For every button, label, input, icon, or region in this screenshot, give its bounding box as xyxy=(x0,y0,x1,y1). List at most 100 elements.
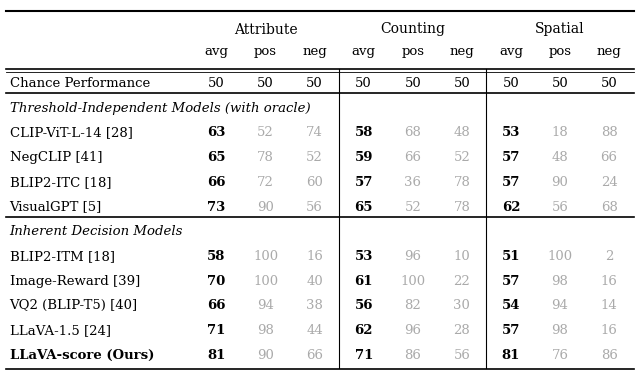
Text: CLIP-ViT-L-14 [28]: CLIP-ViT-L-14 [28] xyxy=(10,126,132,140)
Text: 10: 10 xyxy=(454,250,470,263)
Text: 56: 56 xyxy=(552,201,568,213)
Text: 98: 98 xyxy=(552,274,568,288)
Text: LLaVA-1.5 [24]: LLaVA-1.5 [24] xyxy=(10,324,111,337)
Text: 24: 24 xyxy=(601,176,618,189)
Text: 71: 71 xyxy=(207,324,226,337)
Text: 52: 52 xyxy=(257,126,274,140)
Text: 50: 50 xyxy=(404,77,421,90)
Text: avg: avg xyxy=(499,45,523,58)
Text: 2: 2 xyxy=(605,250,613,263)
Text: 53: 53 xyxy=(355,250,373,263)
Text: 90: 90 xyxy=(257,349,274,361)
Text: 66: 66 xyxy=(404,151,421,164)
Text: 100: 100 xyxy=(400,274,426,288)
Text: Spatial: Spatial xyxy=(535,22,585,36)
Text: BLIP2-ITM [18]: BLIP2-ITM [18] xyxy=(10,250,115,263)
Text: 57: 57 xyxy=(355,176,373,189)
Text: 73: 73 xyxy=(207,201,226,213)
Text: 88: 88 xyxy=(601,126,618,140)
Text: 76: 76 xyxy=(552,349,568,361)
Text: neg: neg xyxy=(302,45,327,58)
Text: 94: 94 xyxy=(552,299,568,312)
Text: 16: 16 xyxy=(600,324,618,337)
Text: 98: 98 xyxy=(552,324,568,337)
Text: 90: 90 xyxy=(552,176,568,189)
Text: avg: avg xyxy=(352,45,376,58)
Text: 59: 59 xyxy=(355,151,373,164)
Text: 66: 66 xyxy=(207,299,226,312)
Text: 28: 28 xyxy=(454,324,470,337)
Text: 30: 30 xyxy=(453,299,470,312)
Text: 86: 86 xyxy=(404,349,421,361)
Text: 50: 50 xyxy=(502,77,519,90)
Text: 98: 98 xyxy=(257,324,274,337)
Text: 50: 50 xyxy=(601,77,618,90)
Text: 66: 66 xyxy=(600,151,618,164)
Text: Threshold-Independent Models (with oracle): Threshold-Independent Models (with oracl… xyxy=(10,102,310,115)
Text: 74: 74 xyxy=(306,126,323,140)
Text: 61: 61 xyxy=(355,274,373,288)
Text: pos: pos xyxy=(254,45,277,58)
Text: 68: 68 xyxy=(404,126,421,140)
Text: neg: neg xyxy=(596,45,621,58)
Text: 51: 51 xyxy=(502,250,520,263)
Text: Counting: Counting xyxy=(380,22,445,36)
Text: 82: 82 xyxy=(404,299,421,312)
Text: BLIP2-ITC [18]: BLIP2-ITC [18] xyxy=(10,176,111,189)
Text: 58: 58 xyxy=(355,126,373,140)
Text: 81: 81 xyxy=(502,349,520,361)
Text: 65: 65 xyxy=(355,201,373,213)
Text: 65: 65 xyxy=(207,151,226,164)
Text: 50: 50 xyxy=(454,77,470,90)
Text: 90: 90 xyxy=(257,201,274,213)
Text: 40: 40 xyxy=(307,274,323,288)
Text: Image-Reward [39]: Image-Reward [39] xyxy=(10,274,140,288)
Text: 66: 66 xyxy=(306,349,323,361)
Text: pos: pos xyxy=(548,45,572,58)
Text: 56: 56 xyxy=(355,299,373,312)
Text: NegCLIP [41]: NegCLIP [41] xyxy=(10,151,102,164)
Text: 78: 78 xyxy=(453,201,470,213)
Text: 54: 54 xyxy=(502,299,520,312)
Text: 50: 50 xyxy=(552,77,568,90)
Text: 56: 56 xyxy=(453,349,470,361)
Text: Inherent Decision Models: Inherent Decision Models xyxy=(10,225,183,238)
Text: VisualGPT [5]: VisualGPT [5] xyxy=(10,201,102,213)
Text: 50: 50 xyxy=(307,77,323,90)
Text: 86: 86 xyxy=(600,349,618,361)
Text: 38: 38 xyxy=(306,299,323,312)
Text: 18: 18 xyxy=(552,126,568,140)
Text: 70: 70 xyxy=(207,274,226,288)
Text: 78: 78 xyxy=(453,176,470,189)
Text: 56: 56 xyxy=(306,201,323,213)
Text: 52: 52 xyxy=(307,151,323,164)
Text: 58: 58 xyxy=(207,250,226,263)
Text: 53: 53 xyxy=(502,126,520,140)
Text: 68: 68 xyxy=(600,201,618,213)
Text: 94: 94 xyxy=(257,299,274,312)
Text: 60: 60 xyxy=(306,176,323,189)
Text: 100: 100 xyxy=(253,250,278,263)
Text: 62: 62 xyxy=(502,201,520,213)
Text: 72: 72 xyxy=(257,176,274,189)
Text: 100: 100 xyxy=(253,274,278,288)
Text: 57: 57 xyxy=(502,176,520,189)
Text: 50: 50 xyxy=(257,77,274,90)
Text: Attribute: Attribute xyxy=(234,22,298,36)
Text: 22: 22 xyxy=(454,274,470,288)
Text: 57: 57 xyxy=(502,324,520,337)
Text: 78: 78 xyxy=(257,151,274,164)
Text: avg: avg xyxy=(205,45,228,58)
Text: 63: 63 xyxy=(207,126,226,140)
Text: 48: 48 xyxy=(552,151,568,164)
Text: 62: 62 xyxy=(355,324,373,337)
Text: neg: neg xyxy=(449,45,474,58)
Text: 52: 52 xyxy=(454,151,470,164)
Text: 14: 14 xyxy=(601,299,618,312)
Text: 16: 16 xyxy=(306,250,323,263)
Text: 66: 66 xyxy=(207,176,226,189)
Text: 36: 36 xyxy=(404,176,421,189)
Text: 96: 96 xyxy=(404,250,421,263)
Text: 44: 44 xyxy=(307,324,323,337)
Text: 16: 16 xyxy=(600,274,618,288)
